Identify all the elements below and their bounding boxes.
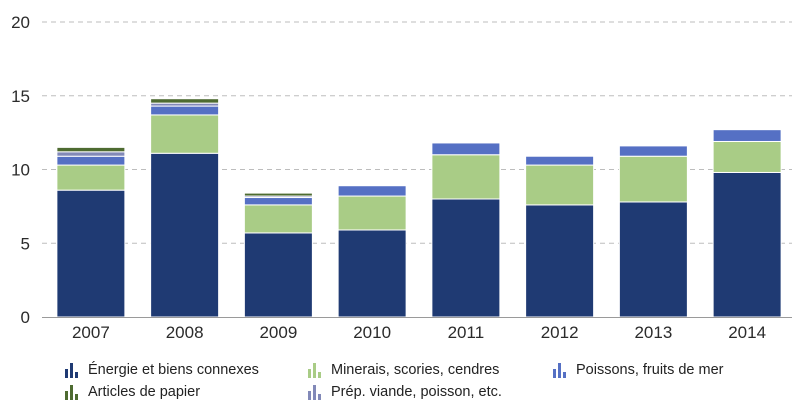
bar-segment <box>56 146 126 153</box>
y-tick-label: 0 <box>21 308 30 327</box>
bar-segment <box>618 201 688 318</box>
y-tick-label: 5 <box>21 234 30 253</box>
bar-segment <box>243 197 313 206</box>
bar-segment <box>712 129 782 142</box>
x-tick-label: 2013 <box>634 323 672 342</box>
bar-segment <box>56 151 126 157</box>
legend-label: Poissons, fruits de mer <box>576 362 724 378</box>
bar-segment <box>431 198 501 318</box>
bar-segment <box>56 164 126 191</box>
bar-chart-icon <box>307 384 325 400</box>
bar-segment <box>431 142 501 156</box>
bar-segment <box>712 171 782 318</box>
legend-label: Énergie et biens connexes <box>88 362 259 378</box>
bar-segment <box>431 154 501 200</box>
bar-segment <box>337 195 407 231</box>
bar-chart-icon <box>64 384 82 400</box>
legend-item: Énergie et biens connexes <box>64 362 259 378</box>
bar-chart-icon <box>64 362 82 378</box>
bar-segment <box>150 114 220 154</box>
bar-segment <box>525 204 595 318</box>
x-tick-label: 2009 <box>259 323 297 342</box>
legend-label: Minerais, scories, cendres <box>331 362 500 378</box>
bar-segment <box>618 145 688 157</box>
legend-item: Minerais, scories, cendres <box>307 362 499 378</box>
legend-item: Articles de papier <box>64 384 200 400</box>
bar-segment <box>525 155 595 166</box>
legend-item: Prép. viande, poisson, etc. <box>307 384 502 400</box>
bar-segment <box>712 140 782 173</box>
legend-label: Articles de papier <box>88 384 201 400</box>
bar-chart-icon <box>307 362 325 378</box>
bar-segment <box>525 164 595 206</box>
bar-segment <box>618 155 688 203</box>
legend: Énergie et biens connexes Minerais, scori… <box>64 360 784 404</box>
bar-segment <box>56 189 126 318</box>
legend-item: Poissons, fruits de mer <box>552 362 723 378</box>
x-tick-label: 2011 <box>448 323 485 342</box>
x-tick-label: 2008 <box>166 323 204 342</box>
y-tick-label: 10 <box>11 161 30 180</box>
bar-segment <box>150 105 220 116</box>
bar-segment <box>337 229 407 318</box>
bars <box>56 98 782 318</box>
x-tick-label: 2012 <box>541 323 579 342</box>
bar-segment <box>150 152 220 318</box>
y-tick-label: 20 <box>11 13 30 32</box>
bar-segment <box>56 155 126 166</box>
x-tick-label: 2014 <box>728 323 766 342</box>
legend-label: Prép. viande, poisson, etc. <box>331 384 502 400</box>
x-tick-label: 2010 <box>353 323 391 342</box>
bar-segment <box>150 98 220 104</box>
bar-segment <box>243 204 313 234</box>
y-tick-label: 15 <box>11 87 30 106</box>
bar-segment <box>243 232 313 318</box>
bar-segment <box>337 185 407 197</box>
bar-segment <box>243 192 313 197</box>
axes: 0 5 10 15 20 2007 2008 2009 2010 2011 2012 2013 2014 <box>11 13 792 342</box>
x-tick-label: 2007 <box>72 323 110 342</box>
bar-chart-icon <box>552 362 570 378</box>
